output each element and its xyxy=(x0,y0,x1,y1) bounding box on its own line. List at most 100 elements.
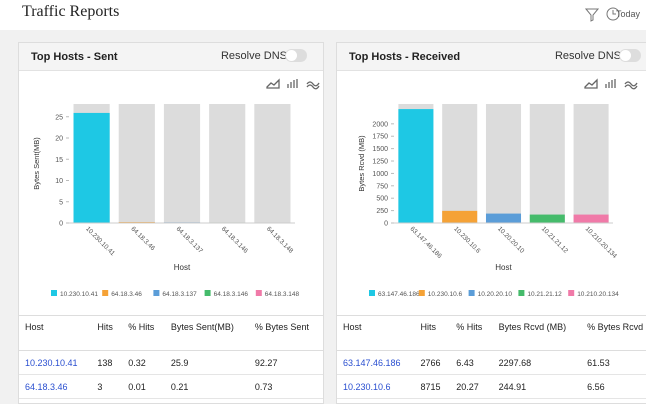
y-tick-label: 250 xyxy=(376,208,388,215)
y-tick-label: 1250 xyxy=(372,159,388,166)
bar-background xyxy=(164,104,200,223)
resolve-toggle[interactable] xyxy=(619,49,641,62)
legend-label: 10.230.10.6 xyxy=(428,291,463,298)
chart-type-icon[interactable] xyxy=(585,80,597,88)
host-link[interactable]: 63.147.46.186 xyxy=(337,351,415,375)
x-axis-label: Host xyxy=(174,263,191,272)
column-header: % Hits xyxy=(122,316,165,351)
panel-header: Top Hosts - Sent Resolve DNS xyxy=(19,43,323,71)
column-header: % Bytes Rcvd xyxy=(581,316,646,351)
table-cell: 138 xyxy=(91,351,122,375)
x-tick-label: 64.18.3.137 xyxy=(175,225,205,255)
legend-label: 64.18.3.146 xyxy=(214,291,249,298)
bar xyxy=(442,211,477,223)
legend-label: 10.210.20.134 xyxy=(577,291,619,298)
resolve-label: Resolve DNS xyxy=(555,50,621,62)
y-tick-label: 0 xyxy=(59,221,63,228)
filter-icon[interactable] xyxy=(585,8,599,22)
bar xyxy=(574,215,609,223)
chart-type-icon[interactable] xyxy=(625,82,637,89)
chart: 0 5 10 15 20 25 Bytes Sent(MB) Host 10.230.10.41… xyxy=(19,71,323,307)
column-header: Host xyxy=(337,316,415,351)
x-tick-label: 64.18.3.148 xyxy=(265,225,295,255)
legend-swatch xyxy=(102,290,108,296)
legend-swatch xyxy=(469,290,475,296)
y-tick-label: 15 xyxy=(55,157,63,164)
top-bar: Traffic Reports Today xyxy=(0,0,646,30)
chart-type-icon[interactable] xyxy=(267,80,279,88)
bar-background xyxy=(209,104,245,223)
table-cell: 61.53 xyxy=(581,351,646,375)
x-tick-label: 64.18.3.146 xyxy=(220,225,250,255)
resolve-toggle[interactable] xyxy=(285,49,307,62)
x-tick-label: 63.147.46.186 xyxy=(408,225,443,260)
legend-label: 64.18.3.148 xyxy=(265,291,300,298)
y-axis-label: Bytes Sent(MB) xyxy=(32,137,41,190)
legend-label: 10.21.21.12 xyxy=(527,291,562,298)
y-tick-label: 1750 xyxy=(372,134,388,141)
column-header: % Bytes Sent xyxy=(249,316,323,351)
x-tick-label: 10.230.10.6 xyxy=(452,225,482,255)
y-tick-label: 500 xyxy=(376,196,388,203)
legend-swatch xyxy=(153,290,159,296)
bar-background xyxy=(442,104,477,223)
y-tick-label: 0 xyxy=(384,221,388,228)
resolve-label: Resolve DNS xyxy=(221,50,287,62)
y-tick-label: 750 xyxy=(376,183,388,190)
column-header: Bytes Rcvd (MB) xyxy=(493,316,582,351)
legend-label: 64.18.3.137 xyxy=(162,291,197,298)
x-tick-label: 64.18.3.46 xyxy=(129,225,156,252)
column-header: Hits xyxy=(91,316,122,351)
column-header: Hits xyxy=(415,316,451,351)
bar-background xyxy=(574,104,609,223)
y-tick-label: 2000 xyxy=(372,121,388,128)
legend-label: 64.18.3.46 xyxy=(111,291,142,298)
legend-swatch xyxy=(256,290,262,296)
y-tick-label: 20 xyxy=(55,136,63,143)
page: Traffic Reports Today Top Hosts - Sent Re… xyxy=(0,0,646,395)
x-tick-label: 10.210.20.134 xyxy=(584,225,619,260)
bar-background xyxy=(530,104,565,223)
legend-label: 10.230.10.41 xyxy=(60,291,98,298)
bar xyxy=(530,215,565,223)
period-label[interactable]: Today xyxy=(616,9,640,19)
legend-swatch xyxy=(518,290,524,296)
legend-swatch xyxy=(205,290,211,296)
bar-background xyxy=(486,104,521,223)
bar xyxy=(74,113,110,223)
chart-type-icon[interactable] xyxy=(288,79,297,88)
table-cell: 2297.68 xyxy=(493,351,582,375)
x-tick-label: 10.21.21.12 xyxy=(540,225,570,255)
table-cell: 2766 xyxy=(415,351,451,375)
panel: Top Hosts - Sent Resolve DNS 0 5 10 15 20 25 Byt… xyxy=(18,42,324,404)
column-header: Bytes Sent(MB) xyxy=(165,316,249,351)
y-tick-label: 5 xyxy=(59,199,63,206)
y-tick-label: 10 xyxy=(55,178,63,185)
y-tick-label: 1000 xyxy=(372,171,388,178)
table-cell: 0.32 xyxy=(122,351,165,375)
x-tick-label: 10.20.20.10 xyxy=(496,225,526,255)
bar-background xyxy=(254,104,290,223)
chart-type-icon[interactable] xyxy=(307,82,319,89)
page-title: Traffic Reports xyxy=(22,3,119,21)
legend-swatch xyxy=(369,290,375,296)
legend-label: 63.147.46.186 xyxy=(378,291,420,298)
legend-swatch xyxy=(568,290,574,296)
bar xyxy=(486,214,521,223)
panel-title: Top Hosts - Sent xyxy=(31,51,118,63)
bar xyxy=(398,109,433,223)
legend-label: 10.20.20.10 xyxy=(478,291,513,298)
column-header: Host xyxy=(19,316,91,351)
y-tick-label: 25 xyxy=(55,114,63,121)
column-header: % Hits xyxy=(450,316,492,351)
chart-type-icon[interactable] xyxy=(606,79,615,88)
host-link[interactable]: 10.230.10.41 xyxy=(19,351,91,375)
